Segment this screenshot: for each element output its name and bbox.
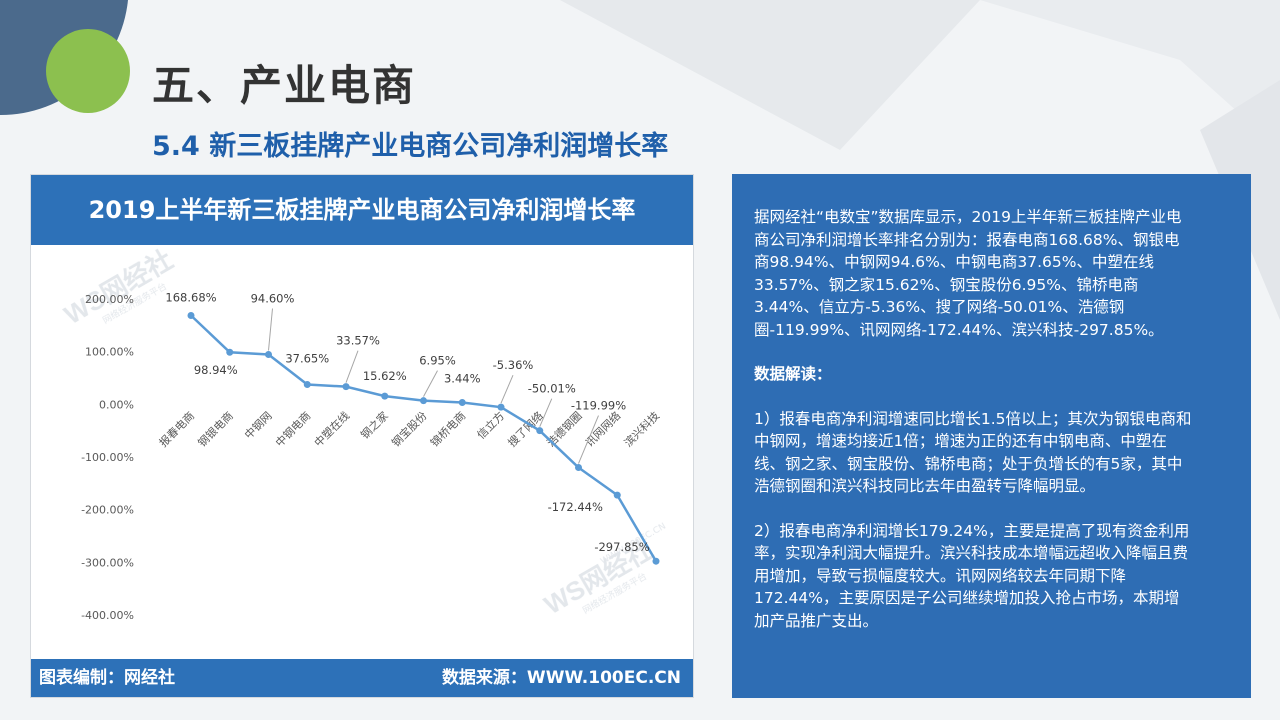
analysis-point-2: 2）报春电商净利润增长179.24%，主要是提高了现有资金利用率，实现净利润大幅…: [754, 521, 1190, 630]
slide-subtitle: 5.4 新三板挂牌产业电商公司净利润增长率: [152, 131, 669, 162]
data-label: 33.57%: [336, 334, 380, 348]
analysis-point-1: 1）报春电商净利润增速同比增长1.5倍以上；其次为钢银电商和中钢网，增速均接近1…: [754, 409, 1192, 496]
analysis-text: 据网经社“电数宝”数据库显示，2019上半年新三板挂牌产业电商公司净利润增长率排…: [754, 206, 1194, 654]
x-tick-label: 中钢网: [242, 409, 275, 442]
data-point: [575, 464, 582, 472]
leader-line: [268, 308, 273, 351]
x-tick-label: 浩德钢圈: [544, 409, 585, 450]
watermark-logo-2: WS网经社 WWW.100EC.CN 网络经济服务平台: [539, 522, 668, 621]
data-label: -5.36%: [493, 358, 534, 372]
section-title: 五、产业电商: [152, 61, 417, 110]
y-tick-label: -400.00%: [81, 609, 134, 622]
x-tick-label: 锦桥电商: [427, 409, 468, 450]
data-point: [652, 557, 660, 565]
series-line: [187, 311, 660, 565]
data-point: [420, 397, 427, 405]
x-tick-label: 钢之家: [358, 409, 391, 442]
y-tick-label: -100.00%: [81, 451, 134, 464]
data-source: 数据来源：WWW.100EC.CN: [441, 668, 681, 688]
x-tick-label: 中钢电商: [272, 409, 313, 450]
y-tick-label: 0.00%: [99, 398, 134, 411]
data-point: [226, 348, 234, 356]
x-tick-label: 信立方: [474, 409, 507, 442]
intro-paragraph: 据网经社“电数宝”数据库显示，2019上半年新三板挂牌产业电商公司净利润增长率排…: [754, 208, 1182, 339]
chart-credit: 图表编制：网经社: [39, 668, 175, 688]
x-tick-label: 中塑在线: [311, 409, 352, 450]
chart-title: 2019上半年新三板挂牌产业电商公司净利润增长率: [88, 196, 636, 224]
green-circle: [46, 29, 130, 113]
x-tick-label: 钢银电商: [195, 409, 236, 450]
leader-line: [345, 350, 359, 383]
data-label: 15.62%: [363, 369, 407, 383]
data-label: 168.68%: [165, 290, 216, 304]
x-tick-label: 报春电商: [156, 409, 197, 450]
data-label: 3.44%: [444, 372, 481, 386]
analysis-panel: 据网经社“电数宝”数据库显示，2019上半年新三板挂牌产业电商公司净利润增长率排…: [732, 174, 1251, 698]
y-tick-label: 100.00%: [85, 346, 134, 359]
leader-line: [500, 374, 514, 404]
data-point: [303, 381, 311, 389]
data-label: -119.99%: [571, 399, 626, 413]
data-point: [497, 403, 505, 411]
x-tick-label: 钢宝股份: [389, 409, 430, 450]
data-point: [265, 351, 272, 359]
chart-footer: 图表编制：网经社 数据来源：WWW.100EC.CN: [31, 659, 693, 697]
data-point: [187, 311, 195, 319]
x-tick-label: 讯网网络: [582, 409, 623, 450]
data-label: 98.94%: [194, 363, 238, 377]
data-label: -297.85%: [594, 540, 649, 554]
x-tick-label: 滨兴科技: [621, 409, 662, 450]
chart-panel: 2019上半年新三板挂牌产业电商公司净利润增长率 WS网经社 网络经济服务平台 …: [30, 174, 694, 698]
data-labels: 168.68% 98.94% 94.60% 37.65% 33.57% 15.62% 6.9…: [165, 290, 649, 554]
leader-line: [423, 370, 438, 397]
data-label-leaders: [268, 308, 599, 464]
leader-line: [539, 398, 553, 427]
y-axis: 200.00% 100.00% 0.00% -100.00% -200.00% -300.…: [81, 293, 134, 622]
data-label: 6.95%: [419, 354, 456, 368]
data-label: -50.01%: [528, 382, 576, 396]
line-chart: WS网经社 网络经济服务平台 WS网经社 WWW.100EC.CN 网络经济服务…: [59, 245, 668, 622]
data-point: [381, 392, 389, 400]
analysis-heading: 数据解读：: [754, 365, 832, 383]
data-label: 37.65%: [285, 352, 329, 366]
leader-line: [578, 415, 599, 464]
data-point: [536, 427, 544, 435]
y-tick-label: 200.00%: [85, 293, 134, 306]
y-tick-label: -200.00%: [81, 504, 134, 517]
data-label: 94.60%: [251, 292, 295, 306]
data-label: -172.44%: [548, 500, 603, 514]
y-tick-label: -300.00%: [81, 556, 134, 569]
data-point: [342, 383, 350, 391]
data-point: [458, 399, 466, 407]
chart-header: 2019上半年新三板挂牌产业电商公司净利润增长率: [31, 175, 693, 245]
data-point: [613, 491, 621, 499]
